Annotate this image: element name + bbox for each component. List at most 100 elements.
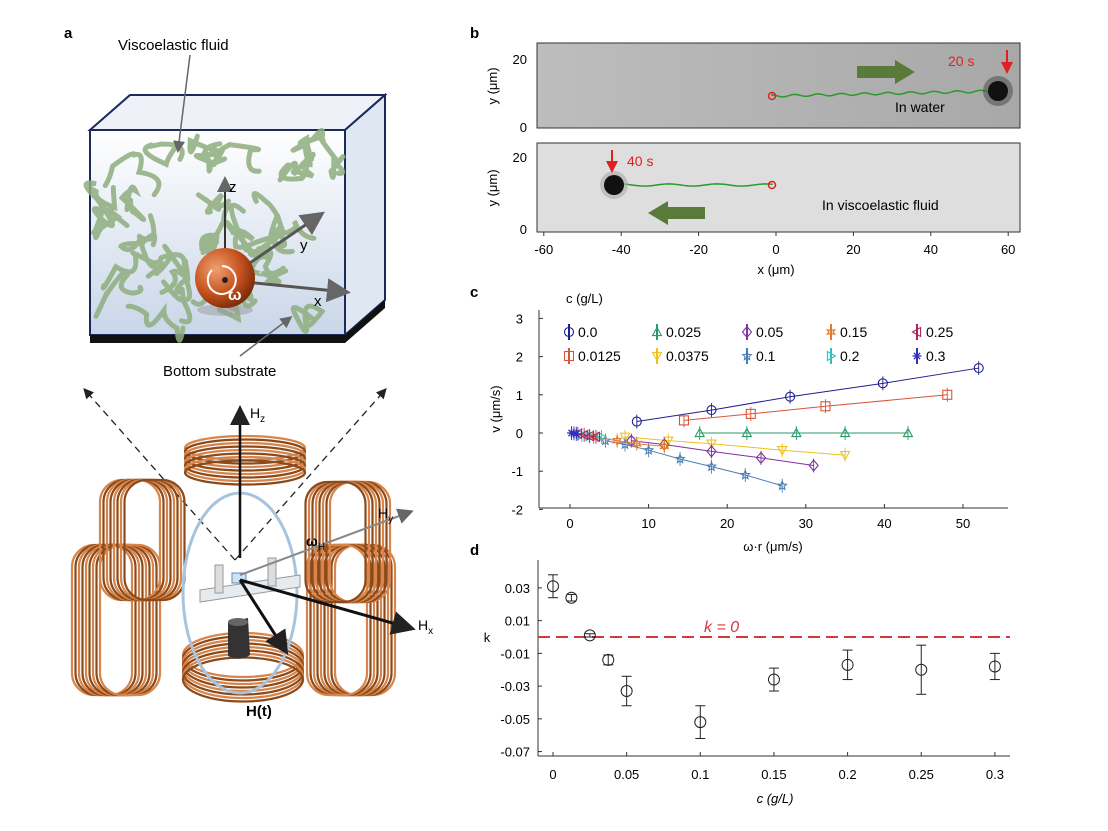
- b-xtick-label: -20: [689, 242, 708, 257]
- hx-arrow: [239, 578, 416, 635]
- data-point: [902, 427, 914, 438]
- data-point: [565, 591, 578, 604]
- polymer-strand: [118, 184, 147, 223]
- polymer-strand: [290, 139, 315, 179]
- polymer-strand: [174, 258, 193, 325]
- particle-water: [988, 81, 1008, 101]
- data-point: [694, 716, 707, 729]
- x-tick-label: 30: [799, 516, 813, 531]
- series-line: [593, 436, 665, 447]
- panel-b: b 20 s 40 s In water In viscoelastic flu…: [470, 25, 1021, 277]
- data-point: [741, 427, 753, 438]
- data-point: [694, 427, 706, 438]
- polymer-strand: [102, 151, 162, 198]
- coil-winding: [304, 480, 367, 604]
- legend-item: 0.2: [826, 348, 860, 364]
- y-tick-label: 0.03: [505, 581, 530, 596]
- x-label: x: [314, 293, 322, 310]
- coil-winding: [109, 478, 172, 602]
- polymer-strand: [136, 233, 187, 278]
- x-tick-label: 0: [549, 767, 556, 782]
- x-tick-label: 20: [720, 516, 734, 531]
- x-tick-label: 0.1: [691, 767, 709, 782]
- start-marker-viscoelastic: [767, 180, 777, 190]
- coil-winding: [183, 459, 307, 486]
- panel-d: d 0 0.05 0.1 0.15 0.2 0.25 0.3 0.03 0.01 -0.01 -0.…: [470, 542, 1010, 806]
- data-point: [942, 389, 953, 400]
- x-tick-label: 0.05: [614, 767, 639, 782]
- legend-label: 0.3: [926, 348, 946, 364]
- coil-winding: [102, 478, 165, 602]
- legend-item: 0.0: [563, 324, 598, 340]
- data-point: [839, 451, 851, 461]
- polymer-strand: [211, 142, 262, 174]
- x-tick-label: 50: [956, 516, 970, 531]
- ht-label: H(t): [246, 703, 272, 720]
- coil-winding: [74, 543, 137, 697]
- direction-arrow-left: [648, 201, 705, 225]
- coil-winding: [183, 441, 307, 469]
- coil-winding: [105, 478, 169, 602]
- legend-label: 0.1: [756, 348, 776, 364]
- y-tick-label: 0.01: [505, 614, 530, 629]
- polymer-strand: [199, 232, 220, 255]
- legend-item: 0.3: [912, 348, 946, 364]
- data-point: [785, 391, 796, 402]
- polymer-strand: [195, 192, 232, 215]
- data-point: [741, 325, 753, 339]
- sample-stage: [199, 557, 301, 659]
- y-tick-label: -0.05: [500, 712, 530, 727]
- y-tick-label: -0.03: [500, 679, 530, 694]
- polymer-strand: [83, 180, 118, 212]
- time-label-water: 20 s: [948, 53, 974, 69]
- data-point: [988, 660, 1001, 673]
- b-xtick-label: -40: [612, 242, 631, 257]
- start-marker-water: [767, 91, 777, 101]
- polymer-strand: [290, 303, 326, 334]
- b-xtick-label: 20: [846, 242, 860, 257]
- hz-label: Hz: [250, 405, 265, 425]
- data-point: [839, 427, 851, 438]
- y-tick-label: 2: [516, 350, 523, 365]
- legend-label: 0.05: [756, 324, 783, 340]
- coil-winding: [81, 543, 144, 697]
- x-axis-label: ω·r (μm/s): [743, 539, 803, 554]
- x-tick-label: 0.2: [839, 767, 857, 782]
- hy-arrow: [239, 508, 414, 576]
- data-point: [620, 685, 633, 698]
- legend-item: 0.15: [825, 324, 867, 340]
- legend-label: 0.0375: [666, 348, 709, 364]
- b-ytick-bottom-20: 20: [513, 150, 527, 165]
- series-0.025: [694, 426, 914, 440]
- coil-winding: [70, 543, 134, 697]
- y-tick-label: -2: [511, 502, 523, 517]
- data-point-group: [767, 667, 780, 692]
- bottom-substrate-label: Bottom substrate: [163, 363, 276, 380]
- legend-label: 0.15: [840, 324, 867, 340]
- data-point-group: [620, 675, 633, 707]
- x-tick-label: 0: [566, 516, 573, 531]
- data-point: [877, 378, 888, 389]
- b-ylabel-bottom: y (μm): [485, 169, 500, 206]
- trajectory-water: [771, 89, 997, 98]
- legend-label: 0.2: [840, 348, 860, 364]
- hx-label: Hx: [418, 617, 433, 637]
- series-0.0125: [678, 387, 953, 428]
- data-point: [706, 439, 717, 450]
- x-tick-label: 10: [641, 516, 655, 531]
- microscope-image-water: [536, 42, 1021, 129]
- polymer-strand: [91, 195, 115, 233]
- series-line: [636, 367, 979, 423]
- particle-viscoelastic: [604, 175, 624, 195]
- data-point: [705, 460, 718, 472]
- data-point: [651, 326, 663, 337]
- panel-label-d: d: [470, 542, 479, 559]
- data-point: [973, 363, 984, 374]
- coil-winding: [98, 543, 162, 697]
- panel-label-a: a: [64, 25, 73, 42]
- omega-label: ω: [228, 287, 242, 304]
- b-xtick-label: 0: [772, 242, 779, 257]
- data-point: [790, 427, 802, 438]
- panel-label-b: b: [470, 25, 479, 42]
